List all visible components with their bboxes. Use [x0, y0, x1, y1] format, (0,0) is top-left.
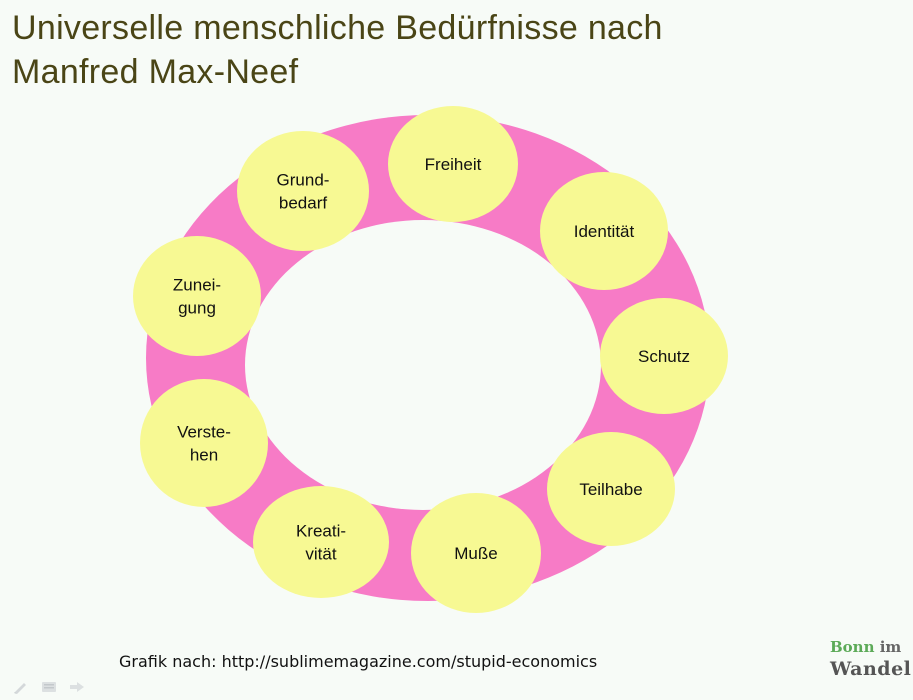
node-freiheit-circle	[388, 106, 518, 222]
slide-nav-controls	[12, 680, 86, 694]
node-kreativitaet-label: vität	[305, 545, 336, 564]
node-freiheit: Freiheit	[388, 106, 518, 222]
menu-icon[interactable]	[40, 680, 58, 694]
title-line-2: Manfred Max-Neef	[12, 53, 299, 91]
node-grundbedarf-circle	[237, 131, 369, 251]
node-identitaet-circle	[540, 172, 668, 290]
node-verstehen-circle	[140, 379, 268, 507]
node-verstehen: Verste-hen	[140, 379, 268, 507]
logo-word-bonn: Bonn	[830, 638, 875, 656]
node-zuneigung-circle	[133, 236, 261, 356]
node-musse: Muße	[411, 493, 541, 613]
node-zuneigung-label: Zunei-	[173, 276, 221, 295]
node-zuneigung-label: gung	[178, 299, 216, 318]
node-musse-label: Muße	[454, 544, 497, 563]
slide-title: Universelle menschliche Bedürfnisse nach…	[12, 6, 892, 94]
node-freiheit-label: Freiheit	[425, 155, 482, 174]
node-identitaet: Identität	[540, 172, 668, 290]
node-teilhabe: Teilhabe	[547, 432, 675, 546]
node-teilhabe-label: Teilhabe	[579, 480, 642, 499]
node-kreativitaet-circle	[253, 486, 389, 598]
node-grundbedarf-label: bedarf	[279, 194, 327, 213]
node-zuneigung: Zunei-gung	[133, 236, 261, 356]
node-musse-circle	[411, 493, 541, 613]
node-teilhabe-circle	[547, 432, 675, 546]
node-kreativitaet-label: Kreati-	[296, 522, 346, 541]
node-schutz-label: Schutz	[638, 347, 690, 366]
node-schutz: Schutz	[600, 298, 728, 414]
node-verstehen-label: Verste-	[177, 423, 231, 442]
node-verstehen-label: hen	[190, 446, 218, 465]
node-identitaet-label: Identität	[574, 222, 635, 241]
node-schutz-circle	[600, 298, 728, 414]
node-kreativitaet: Kreati-vität	[253, 486, 389, 598]
source-caption: Grafik nach: http://sublimemagazine.com/…	[119, 652, 598, 671]
bonn-im-wandel-logo: Bonn im Wandel	[830, 636, 912, 680]
logo-word-wandel: Wandel	[830, 658, 912, 680]
node-grundbedarf-label: Grund-	[277, 171, 330, 190]
arrow-right-icon[interactable]	[68, 680, 86, 694]
ring-inner	[245, 220, 601, 510]
pen-icon[interactable]	[12, 680, 30, 694]
title-line-1: Universelle menschliche Bedürfnisse nach	[12, 9, 663, 47]
logo-word-im: im	[879, 638, 902, 656]
node-grundbedarf: Grund-bedarf	[237, 131, 369, 251]
